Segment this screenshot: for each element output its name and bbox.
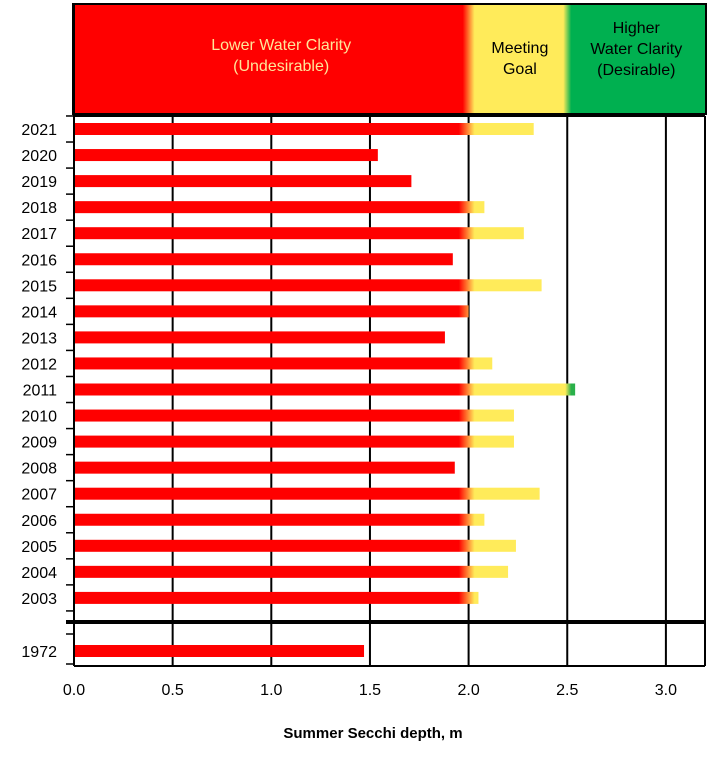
year-label-2017: 2017 (21, 226, 57, 243)
year-label-2005: 2005 (21, 539, 57, 556)
bar-2020 (74, 149, 378, 162)
bar-2009 (74, 435, 514, 448)
year-label-1972: 1972 (21, 644, 57, 661)
year-label-2015: 2015 (21, 278, 57, 295)
bar-2015 (74, 279, 542, 292)
bar-2018 (74, 201, 485, 214)
year-label-2012: 2012 (21, 356, 57, 373)
year-label-2011: 2011 (23, 383, 58, 400)
x-axis-title: Summer Secchi depth, m (283, 725, 462, 742)
bar-2008 (74, 461, 455, 474)
year-label-2016: 2016 (21, 252, 57, 269)
year-label-2008: 2008 (21, 461, 57, 478)
zone-label-meeting-goal: Meeting Goal (491, 40, 548, 78)
year-label-2003: 2003 (21, 591, 57, 608)
x-tick-label-2.5: 2.5 (556, 682, 578, 699)
year-label-2021: 2021 (21, 122, 57, 139)
bar-2010 (74, 409, 514, 422)
bar-2005 (74, 539, 516, 552)
bar-2013 (74, 331, 445, 344)
bar-2021 (74, 123, 534, 135)
bar-2003 (74, 591, 479, 604)
year-label-2007: 2007 (21, 487, 57, 504)
bar-2017 (74, 227, 524, 240)
x-tick-label-0.5: 0.5 (162, 682, 184, 699)
zone-label-undesirable: Lower Water Clarity (Undesirable) (211, 37, 351, 75)
zone-background (74, 5, 705, 113)
x-tick-label-2.0: 2.0 (457, 682, 479, 699)
year-label-2018: 2018 (21, 200, 57, 217)
x-tick-label-3.0: 3.0 (655, 682, 677, 699)
bar-2004 (74, 565, 509, 578)
x-tick-label-1.0: 1.0 (260, 682, 282, 699)
bars (74, 123, 576, 657)
bar-2016 (74, 253, 453, 266)
bar-2019 (74, 175, 412, 188)
x-tick-label-0.0: 0.0 (63, 682, 85, 699)
bar-2007 (74, 487, 540, 500)
bar-2011 (74, 383, 576, 396)
year-label-2006: 2006 (21, 513, 57, 530)
bar-2006 (74, 513, 485, 526)
year-label-2014: 2014 (21, 304, 57, 321)
year-label-2010: 2010 (21, 409, 57, 426)
year-label-2020: 2020 (21, 148, 57, 165)
bar-2012 (74, 357, 493, 370)
bar-2014 (74, 305, 469, 318)
clarity-zone-header: Lower Water Clarity (Undesirable) Meeting G… (74, 5, 705, 113)
year-label-2019: 2019 (21, 174, 57, 191)
year-label-2004: 2004 (21, 565, 57, 582)
zone-label-desirable: Higher Water Clarity (Desirable) (590, 20, 682, 79)
x-tick-label-1.5: 1.5 (359, 682, 381, 699)
year-label-2009: 2009 (21, 435, 57, 452)
axes: 2021 2020 2019 2018 2017 2016 2015 2014 2013 2012… (21, 3, 707, 699)
year-label-2013: 2013 (21, 330, 57, 347)
bar-1972 (74, 645, 365, 657)
